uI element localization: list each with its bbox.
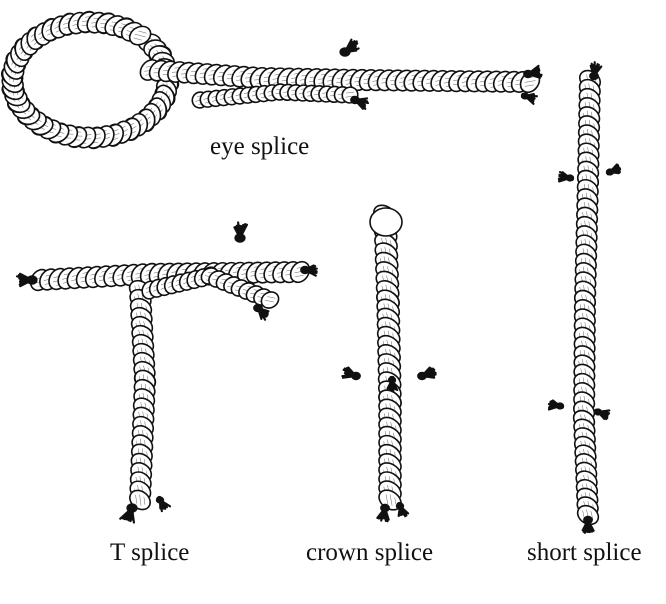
t-splice-caption: T splice <box>110 540 189 565</box>
frayed-strand-end <box>594 408 609 419</box>
frayed-strand-end <box>120 503 137 522</box>
short-splice-caption: short splice <box>527 540 642 565</box>
frayed-strand-end <box>521 92 537 103</box>
frayed-strand-end <box>606 165 620 176</box>
frayed-strand-end <box>377 504 390 521</box>
frayed-strand-end <box>342 368 360 381</box>
frayed-strand-end <box>339 40 358 57</box>
frayed-strand-end <box>559 172 574 182</box>
frayed-strand-end <box>156 496 170 511</box>
t-splice-rope <box>17 222 317 522</box>
frayed-strand-end <box>549 401 564 410</box>
frayed-strand-end <box>350 96 368 109</box>
short-splice-rope <box>549 62 620 533</box>
crown-knot <box>370 208 402 236</box>
frayed-strand-end <box>523 66 541 78</box>
crown-splice-rope <box>342 201 435 521</box>
frayed-strand-end <box>234 222 247 242</box>
crown-splice-caption: crown splice <box>306 540 433 565</box>
frayed-strand-end <box>417 368 436 381</box>
eye-splice-rope <box>0 8 543 152</box>
eye-splice-caption: eye splice <box>210 134 309 159</box>
